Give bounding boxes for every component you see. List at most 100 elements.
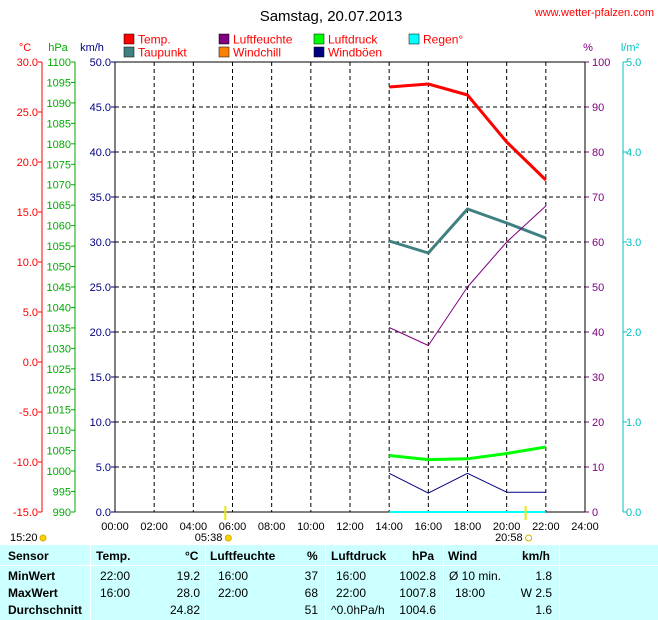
temp-tick-label: 20.0	[17, 157, 38, 169]
x-tick-label: 04:00	[180, 521, 208, 533]
series-line	[388, 207, 547, 255]
humidity-tick-label: 90	[592, 102, 604, 114]
legend-label: Regen°	[423, 33, 463, 47]
humidity-tick-label: 50	[592, 282, 604, 294]
avg-pressure-value: 1004.6	[399, 603, 436, 617]
row-label-average: Durchschnitt	[8, 603, 83, 617]
pressure-tick-label: 1010	[47, 425, 71, 437]
pressure-tick-label: 1050	[47, 262, 71, 274]
pressure-axis-title: hPa	[48, 42, 68, 54]
legend-swatch	[218, 46, 230, 58]
legend-swatch	[218, 33, 230, 45]
x-tick-label: 12:00	[336, 521, 364, 533]
statistics-table: Sensor Temp. °C Luftfeuchte % Luftdruck …	[0, 545, 658, 620]
x-tick-label: 20:00	[493, 521, 521, 533]
wind-tick-label: 45.0	[90, 102, 111, 114]
weather-chart: Samstag, 20.07.2013 www.wetter-pfalzen.co…	[10, 7, 654, 544]
series-line	[388, 205, 547, 346]
wind-tick-label: 0.0	[96, 507, 111, 519]
humidity-tick-label: 40	[592, 327, 604, 339]
pressure-tick-label: 1070	[47, 180, 71, 192]
max-humidity-value: 68	[304, 586, 318, 600]
temp-tick-label: -15.0	[13, 507, 38, 519]
x-tick-label: 24:00	[571, 521, 599, 533]
header-temp-unit: °C	[185, 549, 199, 563]
min-humidity-value: 37	[304, 569, 318, 583]
header-humidity: Luftfeuchte	[210, 549, 276, 563]
header-temp: Temp.	[96, 549, 131, 563]
temp-tick-label: -10.0	[13, 457, 38, 469]
pressure-tick-label: 1025	[47, 364, 71, 376]
x-tick-label: 08:00	[258, 521, 286, 533]
max-humidity-time: 22:00	[218, 586, 249, 600]
pressure-tick-label: 1000	[47, 466, 71, 478]
min-wind-value: 1.8	[535, 569, 552, 583]
chart-title: Samstag, 20.07.2013	[260, 8, 403, 25]
rain-tick-label: 1.0	[626, 417, 641, 429]
pressure-tick-label: 1035	[47, 323, 71, 335]
temp-tick-label: 15.0	[17, 207, 38, 219]
wind-tick-label: 25.0	[90, 282, 111, 294]
x-tick-label: 06:00	[219, 521, 247, 533]
rain-tick-label: 4.0	[626, 147, 641, 159]
min-temp-value: 19.2	[176, 569, 200, 583]
rain-axis-title: l/m²	[621, 42, 640, 54]
temp-axis-title: °C	[19, 42, 31, 54]
sunrise-label: 05:38	[195, 532, 223, 544]
header-wind: Wind	[448, 549, 478, 563]
wind-axis-title: km/h	[80, 42, 104, 54]
series-line	[388, 472, 546, 494]
wind-tick-label: 5.0	[96, 462, 111, 474]
humidity-tick-label: 10	[592, 462, 604, 474]
legend-swatch	[313, 33, 325, 45]
x-tick-label: 22:00	[532, 521, 560, 533]
legend-swatch	[408, 33, 420, 45]
avg-wind-value: 1.6	[535, 603, 552, 617]
max-temp-value: 28.0	[176, 586, 200, 600]
wind-tick-label: 35.0	[90, 192, 111, 204]
wind-tick-label: 15.0	[90, 372, 111, 384]
min-humidity-time: 16:00	[218, 569, 249, 583]
legend-label: Windchill	[233, 46, 281, 60]
pressure-tick-label: 1100	[47, 57, 71, 69]
pressure-tick-label: 1095	[47, 77, 71, 89]
temp-tick-label: 5.0	[23, 307, 38, 319]
legend-label: Luftfeuchte	[233, 33, 293, 47]
row-label-min: MinWert	[8, 569, 56, 583]
rain-tick-label: 5.0	[626, 57, 641, 69]
avg-temp-value: 24.82	[169, 603, 200, 617]
legend-swatch	[123, 46, 135, 58]
x-tick-label: 00:00	[101, 521, 129, 533]
pressure-tick-label: 1065	[47, 200, 71, 212]
rain-tick-label: 3.0	[626, 237, 641, 249]
min-pressure-value: 1002.8	[399, 569, 436, 583]
pressure-tick-label: 995	[53, 487, 71, 499]
max-pressure-time: 22:00	[336, 586, 367, 600]
max-temp-time: 16:00	[100, 586, 131, 600]
temp-tick-label: 0.0	[23, 357, 38, 369]
pressure-tick-label: 1075	[47, 159, 71, 171]
legend-label: Windböen	[328, 46, 382, 60]
temp-tick-label: -5.0	[19, 407, 38, 419]
x-tick-label: 18:00	[454, 521, 482, 533]
rain-tick-label: 0.0	[626, 507, 641, 519]
min-pressure-time: 16:00	[336, 569, 367, 583]
legend-swatch	[313, 46, 325, 58]
pressure-tick-label: 1060	[47, 221, 71, 233]
pressure-tick-label: 1015	[47, 405, 71, 417]
sunset-label: 20:58	[495, 532, 523, 544]
x-tick-label: 02:00	[140, 521, 168, 533]
pressure-tick-label: 990	[53, 507, 71, 519]
temp-tick-label: 30.0	[17, 57, 38, 69]
pressure-tick-label: 1030	[47, 343, 71, 355]
legend-label: Taupunkt	[138, 46, 187, 60]
humidity-tick-label: 100	[592, 57, 610, 69]
legend-swatch	[123, 33, 135, 45]
humidity-tick-label: 20	[592, 417, 604, 429]
max-pressure-value: 1007.8	[399, 586, 436, 600]
moon-icon	[39, 534, 47, 542]
sunset-icon	[525, 534, 533, 542]
sunrise-icon	[224, 534, 232, 542]
humidity-tick-label: 30	[592, 372, 604, 384]
wind-tick-label: 10.0	[90, 417, 111, 429]
